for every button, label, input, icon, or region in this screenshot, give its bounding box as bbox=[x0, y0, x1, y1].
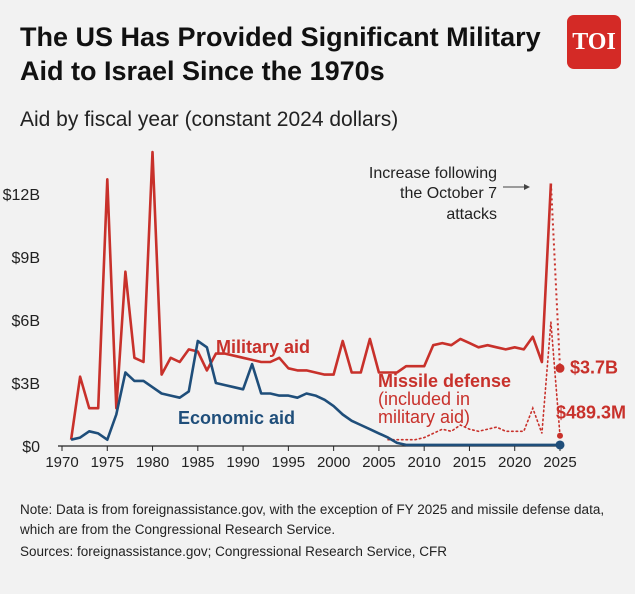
x-tick-label: 2005 bbox=[362, 454, 395, 471]
x-tick-label: 2015 bbox=[453, 454, 486, 471]
aid-line-chart: $0 $3B $6B $9B $12B 1970 1975 1980 1985 1990 1995 2… bbox=[3, 150, 626, 471]
y-tick-label: $0 bbox=[22, 439, 40, 456]
x-tick-label: 1970 bbox=[45, 454, 78, 471]
y-tick-label: $6B bbox=[12, 313, 40, 330]
annotation-line3: attacks bbox=[446, 206, 497, 223]
y-tick-label: $9B bbox=[12, 250, 40, 267]
x-tick-label: 2025 bbox=[543, 454, 576, 471]
missile-defense-note-line1: (included in bbox=[378, 389, 470, 409]
toi-logo[interactable]: TOI bbox=[567, 15, 621, 69]
chart-subtitle: Aid by fiscal year (constant 2024 dollar… bbox=[20, 108, 399, 131]
missile-defense-2025-label: $489.3M bbox=[556, 403, 626, 423]
y-tick-label: $3B bbox=[12, 376, 40, 393]
military-aid-series-label: Military aid bbox=[216, 337, 310, 357]
x-tick-label: 1995 bbox=[272, 454, 305, 471]
military-aid-2025-point bbox=[555, 363, 565, 373]
x-tick-label: 1980 bbox=[136, 454, 169, 471]
x-tick-label: 1985 bbox=[181, 454, 214, 471]
military-aid-2025-connector bbox=[549, 183, 561, 369]
missile-defense-2025-point bbox=[557, 432, 563, 439]
economic-aid-series-label: Economic aid bbox=[178, 408, 295, 428]
economic-aid-2025-point bbox=[555, 440, 565, 450]
economic-aid-line bbox=[70, 339, 560, 447]
annotation-line1: Increase following bbox=[369, 165, 497, 182]
annotation-arrowhead bbox=[524, 184, 530, 190]
missile-defense-note-line2: military aid) bbox=[378, 407, 470, 427]
chart-title: The US Has Provided Significant Military… bbox=[20, 22, 541, 86]
sources-line: Sources: foreignassistance.gov; Congress… bbox=[20, 544, 447, 559]
x-tick-label: 2020 bbox=[498, 454, 531, 471]
military-aid-line bbox=[69, 150, 553, 440]
y-tick-label: $12B bbox=[3, 187, 40, 204]
x-tick-label: 2010 bbox=[407, 454, 440, 471]
x-tick-label: 2000 bbox=[317, 454, 350, 471]
x-tick-label: 1975 bbox=[91, 454, 124, 471]
footnote: Note: Data is from foreignassistance.gov… bbox=[20, 502, 605, 537]
missile-defense-series-label: Missile defense bbox=[378, 371, 511, 391]
annotation-line2: the October 7 bbox=[400, 185, 497, 202]
military-aid-2025-label: $3.7B bbox=[570, 357, 618, 377]
missile-defense-line bbox=[387, 322, 561, 441]
x-tick-label: 1990 bbox=[226, 454, 259, 471]
